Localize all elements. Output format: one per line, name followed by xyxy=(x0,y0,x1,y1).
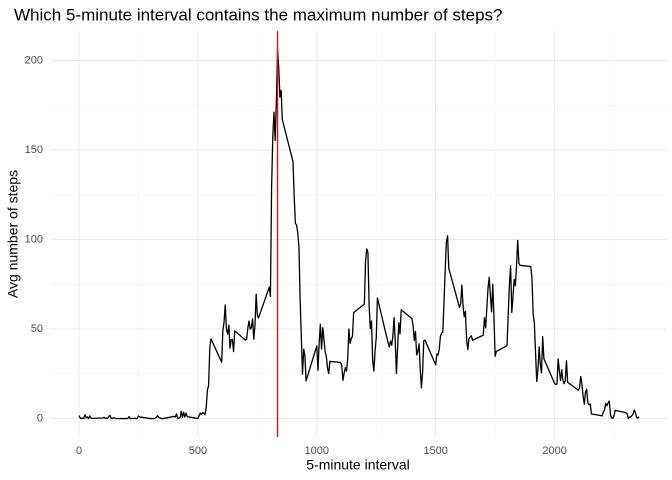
x-tick-label: 0 xyxy=(76,445,82,457)
data-line xyxy=(78,48,640,420)
x-tick-label: 1000 xyxy=(305,445,329,457)
y-axis-title: Avg number of steps xyxy=(5,170,21,298)
chart-title: Which 5-minute interval contains the max… xyxy=(14,5,502,24)
y-tick-label: 100 xyxy=(25,233,43,245)
grid xyxy=(51,31,667,437)
x-axis-title: 5-minute interval xyxy=(306,457,410,473)
x-tick-label: 2000 xyxy=(542,445,566,457)
y-tick-label: 150 xyxy=(25,144,43,156)
y-tick-label: 50 xyxy=(31,323,43,335)
x-tick-label: 1500 xyxy=(423,445,447,457)
y-tick-label: 0 xyxy=(37,412,43,424)
y-tick-label: 200 xyxy=(25,54,43,66)
x-tick-label: 500 xyxy=(189,445,207,457)
plot-area xyxy=(78,31,640,437)
